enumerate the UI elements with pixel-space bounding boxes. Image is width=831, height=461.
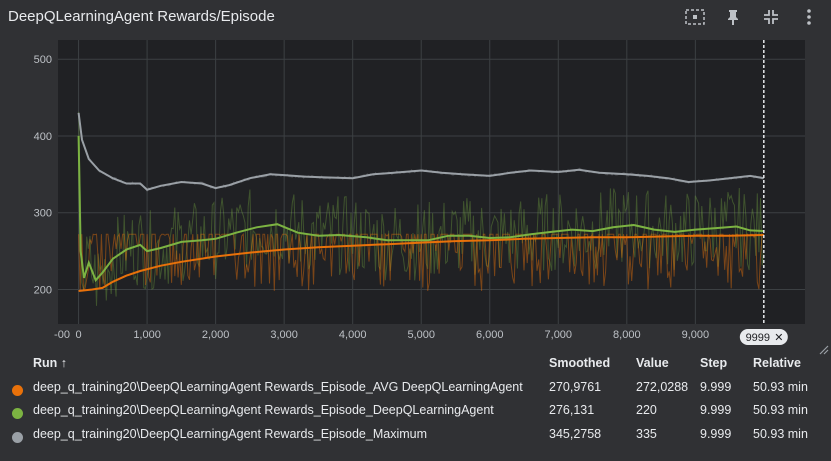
series-name: deep_q_training20\DeepQLearningAgent Rew… — [33, 403, 494, 417]
series-color-dot — [12, 408, 23, 419]
x-tick-label: 3,000 — [270, 329, 298, 341]
series-color-dot — [12, 432, 23, 443]
x-tick-label: 8,000 — [613, 329, 641, 341]
raw-value: 220 — [636, 403, 657, 417]
legend-row[interactable]: deep_q_training20\DeepQLearningAgent Rew… — [0, 380, 831, 402]
x-tick-label: 9,000 — [682, 329, 710, 341]
header-relative: Relative — [753, 356, 801, 370]
raw-series-line — [78, 111, 765, 306]
step-value: 9.999 — [700, 380, 732, 394]
smoothed-series-line — [78, 234, 764, 292]
smoothed-series-line — [77, 112, 764, 191]
chart-title: DeepQLearningAgent Rewards/Episode — [8, 8, 275, 25]
smoothed-value: 270,9761 — [549, 380, 602, 394]
more-vert-icon[interactable] — [795, 6, 823, 28]
step-cursor-badge — [739, 329, 788, 345]
series-name: deep_q_training20\DeepQLearningAgent Rew… — [33, 380, 523, 394]
y-tick-label: 500 — [34, 54, 52, 66]
x-tick-label: 6,000 — [476, 329, 504, 341]
x-tick-label: -00 — [54, 329, 70, 341]
raw-value: 335 — [636, 427, 657, 441]
legend-header-row: Run ↑ Smoothed Value Step Relative — [0, 356, 831, 378]
x-tick-label: 0 — [75, 329, 81, 341]
series-name: deep_q_training20\DeepQLearningAgent Rew… — [33, 427, 428, 441]
smoothed-value: 345,2758 — [549, 427, 602, 441]
relative-value: 50.93 min — [753, 380, 808, 394]
x-tick-label: 4,000 — [339, 329, 367, 341]
collapse-icon[interactable] — [757, 6, 785, 28]
smoothed-value: 276,131 — [549, 403, 595, 417]
header-value: Value — [636, 356, 669, 370]
header-run[interactable]: Run ↑ — [33, 356, 68, 370]
y-tick-label: 400 — [34, 131, 52, 143]
header-smoothed: Smoothed — [549, 356, 611, 370]
step-value: 9.999 — [700, 427, 732, 441]
chart-toolbar — [681, 6, 823, 28]
resize-handle-icon[interactable] — [817, 342, 829, 360]
x-tick-label: 1,000 — [133, 329, 161, 341]
fit-domain-icon[interactable] — [681, 6, 709, 28]
raw-value: 272,0288 — [636, 380, 689, 394]
close-icon[interactable]: ✕ — [774, 332, 783, 344]
step-cursor-label: 9999 — [746, 332, 770, 344]
pin-icon[interactable] — [719, 6, 747, 28]
x-tick-label: 7,000 — [545, 329, 573, 341]
legend-row[interactable]: deep_q_training20\DeepQLearningAgent Rew… — [0, 403, 831, 425]
x-tick-label: 5,000 — [407, 329, 435, 341]
line-chart[interactable]: -00 0 1,000 2,000 3,000 4,000 5,000 6,000 7,000 8… — [0, 36, 831, 348]
y-tick-label: 300 — [34, 208, 52, 220]
raw-series-line — [78, 232, 764, 291]
x-tick-label: 2,000 — [202, 329, 230, 341]
y-tick-label: 200 — [34, 284, 52, 296]
step-value: 9.999 — [700, 403, 732, 417]
legend-row[interactable]: deep_q_training20\DeepQLearningAgent Rew… — [0, 427, 831, 449]
relative-value: 50.93 min — [753, 427, 808, 441]
relative-value: 50.93 min — [753, 403, 808, 417]
series-color-dot — [12, 385, 23, 396]
smoothed-series-line — [77, 135, 764, 283]
header-step: Step — [700, 356, 728, 370]
